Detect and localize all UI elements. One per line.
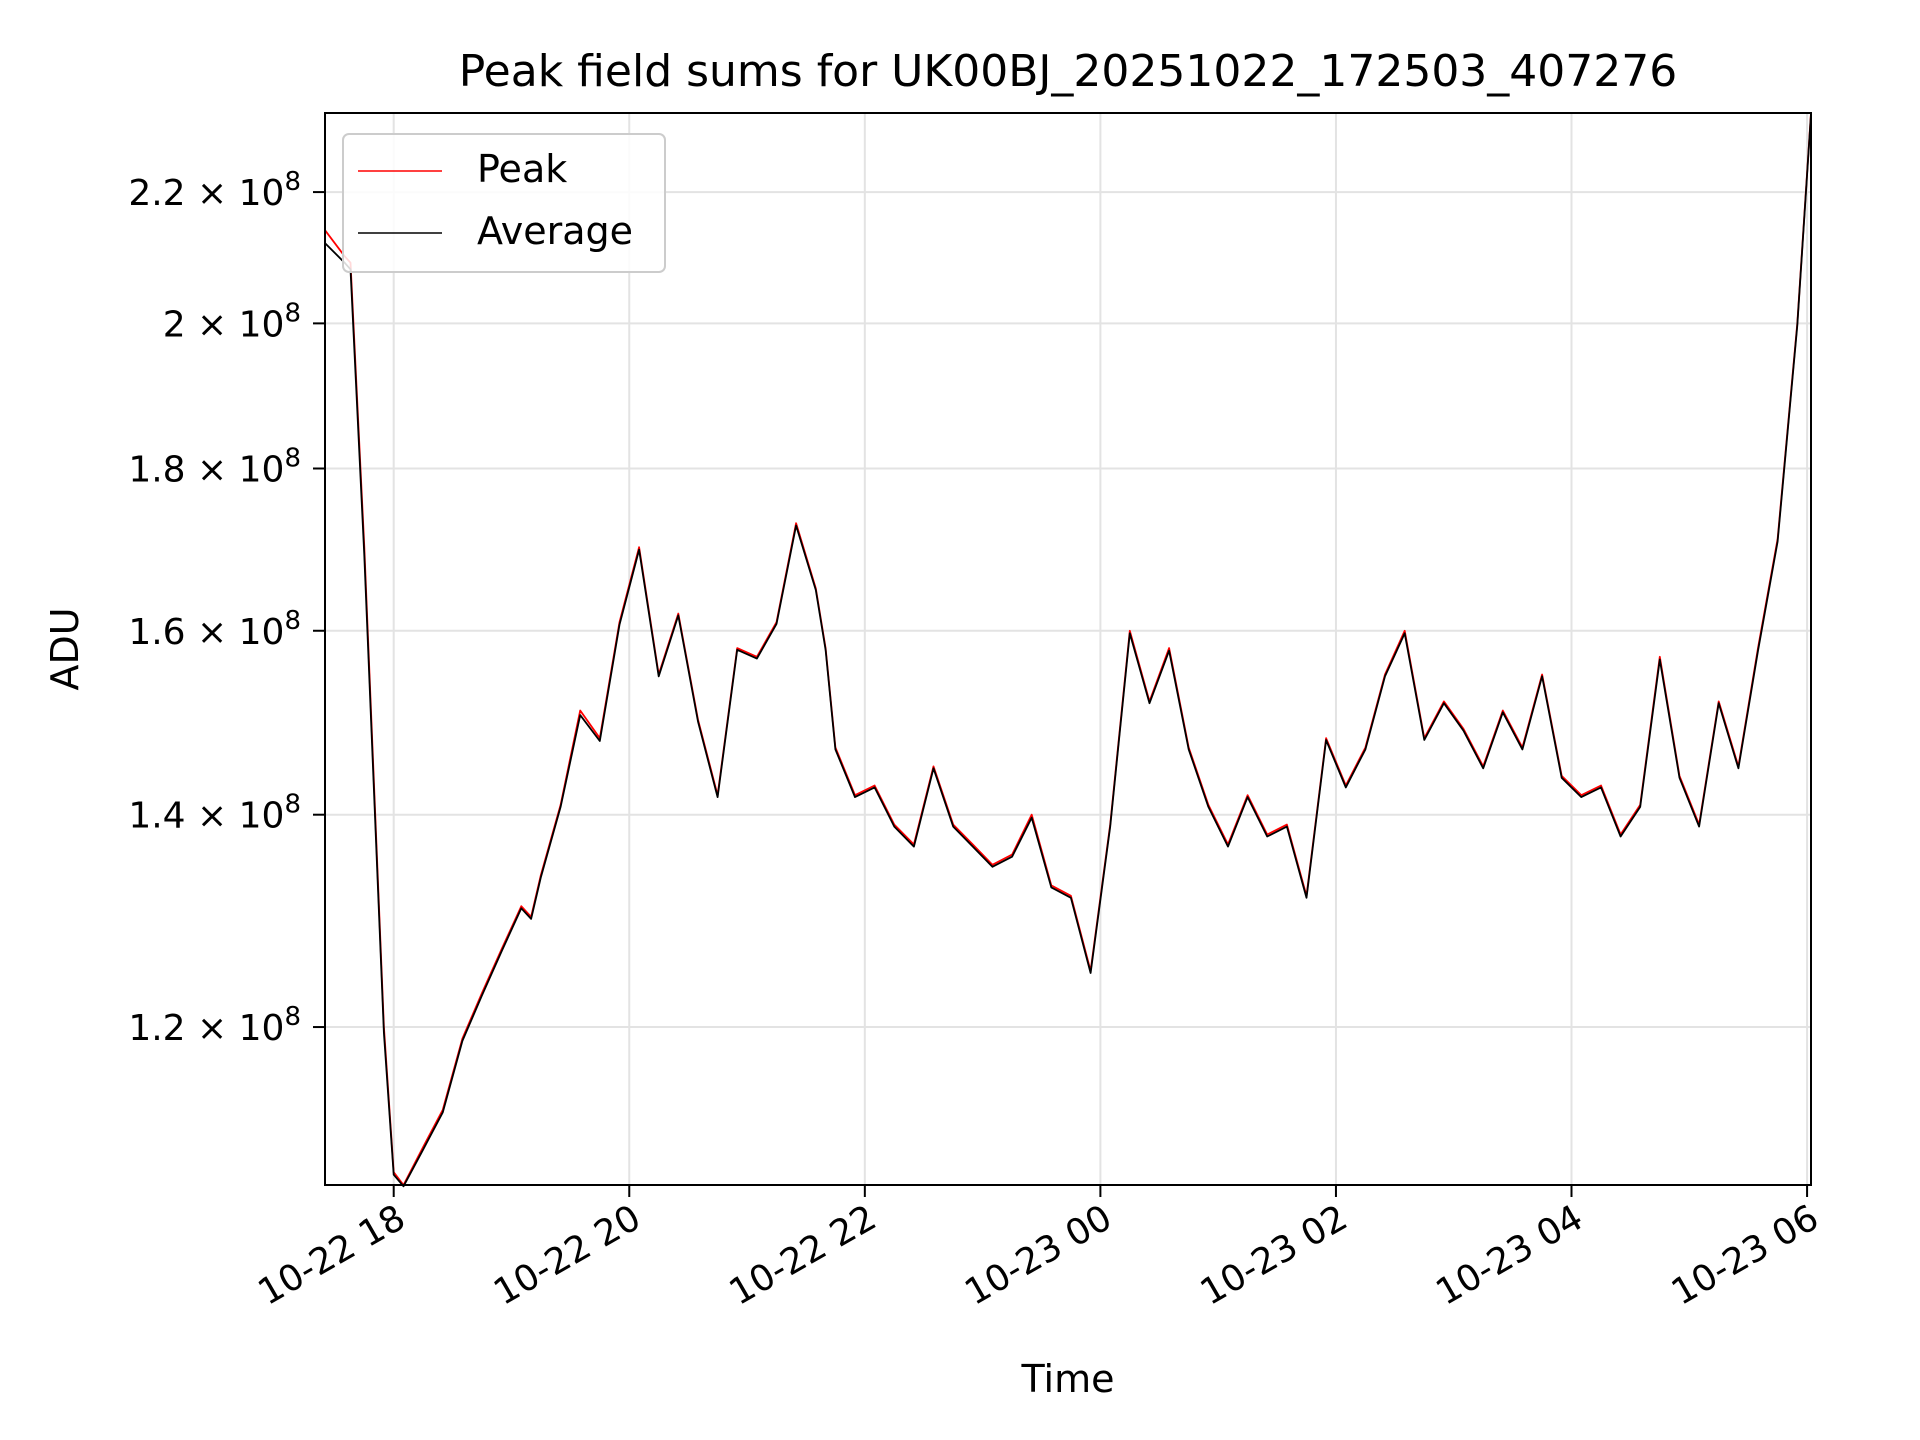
- legend: Peak Average: [342, 133, 666, 273]
- chart-title: Peak field sums for UK00BJ_20251022_1725…: [459, 46, 1678, 97]
- x-axis-label: Time: [1021, 1357, 1115, 1401]
- legend-label-peak: Peak: [477, 147, 567, 191]
- y-tick-label: 2.2 × 108: [128, 167, 301, 214]
- y-tick-label: 1.6 × 108: [128, 606, 301, 653]
- y-axis-label: ADU: [43, 607, 87, 690]
- legend-label-average: Average: [477, 209, 633, 253]
- plot-frame: [324, 112, 1812, 1186]
- y-tick-label: 1.4 × 108: [128, 790, 301, 837]
- series-line-average: [324, 114, 1812, 1188]
- series-layer: [324, 112, 1812, 1188]
- y-tick-label: 1.8 × 108: [128, 444, 301, 491]
- legend-box: [342, 133, 666, 273]
- y-tick-label: 2 × 108: [163, 298, 301, 345]
- y-axis: 1.2 × 108 1.4 × 108 1.6 × 108 1.8 × 108 2 × …: [128, 167, 325, 1049]
- grid: [325, 113, 1811, 1185]
- y-tick-label: 1.2 × 108: [128, 1002, 301, 1049]
